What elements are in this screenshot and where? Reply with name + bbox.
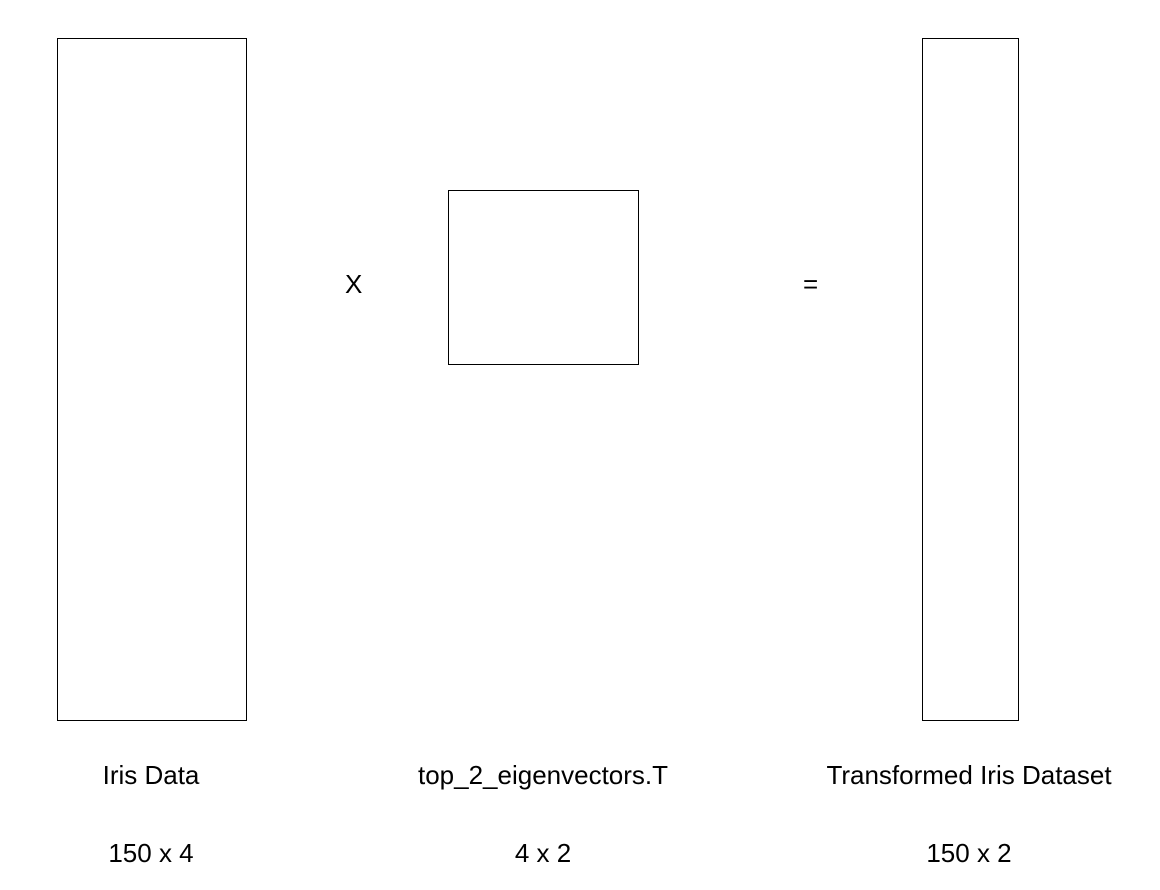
- multiply-operator: X: [345, 269, 363, 299]
- transformed-dataset-dims: 150 x 2: [926, 838, 1012, 868]
- eigenvectors-dims: 4 x 2: [514, 838, 572, 868]
- equals-operator: =: [803, 269, 819, 299]
- transformed-dataset-matrix: [922, 38, 1019, 721]
- eigenvectors-label: top_2_eigenvectors.T: [417, 760, 669, 790]
- iris-data-dims: 150 x 4: [108, 838, 194, 868]
- iris-data-label: Iris Data: [102, 760, 200, 790]
- eigenvectors-matrix: [448, 190, 639, 365]
- iris-data-matrix: [57, 38, 247, 721]
- transformed-dataset-label: Transformed Iris Dataset: [826, 760, 1112, 790]
